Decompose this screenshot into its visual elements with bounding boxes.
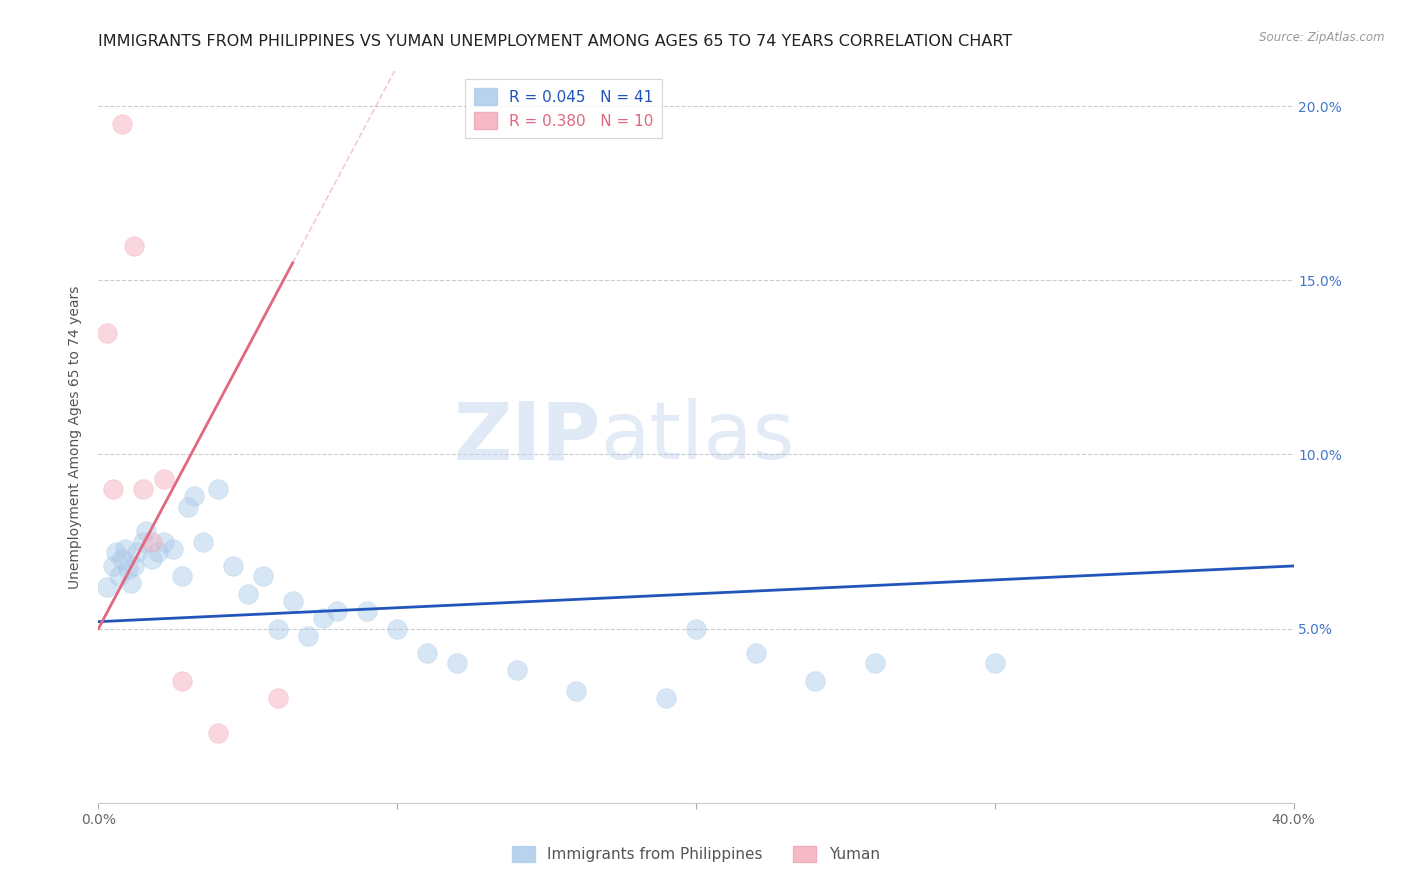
Point <box>114 541 136 556</box>
Point <box>326 604 349 618</box>
Point <box>222 558 245 573</box>
Point <box>132 483 155 497</box>
Point <box>356 604 378 618</box>
Point <box>117 562 139 576</box>
Point <box>655 691 678 706</box>
Text: atlas: atlas <box>600 398 794 476</box>
Point <box>565 684 588 698</box>
Point <box>105 545 128 559</box>
Point <box>207 726 229 740</box>
Point <box>124 238 146 252</box>
Point <box>153 472 176 486</box>
Point <box>267 691 290 706</box>
Point <box>172 673 194 688</box>
Point <box>96 580 118 594</box>
Point <box>804 673 827 688</box>
Point <box>103 483 125 497</box>
Point <box>311 611 333 625</box>
Point <box>506 664 529 678</box>
Point <box>120 576 142 591</box>
Point <box>984 657 1007 671</box>
Point <box>281 594 304 608</box>
Point <box>108 569 131 583</box>
Point <box>685 622 707 636</box>
Point <box>103 558 125 573</box>
Legend: Immigrants from Philippines, Yuman: Immigrants from Philippines, Yuman <box>506 839 886 868</box>
Point <box>162 541 184 556</box>
Point <box>865 657 887 671</box>
Point <box>148 545 170 559</box>
Point <box>183 489 205 503</box>
Text: IMMIGRANTS FROM PHILIPPINES VS YUMAN UNEMPLOYMENT AMONG AGES 65 TO 74 YEARS CORR: IMMIGRANTS FROM PHILIPPINES VS YUMAN UNE… <box>98 35 1012 49</box>
Point <box>745 646 768 660</box>
Point <box>153 534 176 549</box>
Point <box>132 534 155 549</box>
Point <box>177 500 200 514</box>
Point <box>96 326 118 340</box>
Point <box>236 587 259 601</box>
Point <box>127 545 149 559</box>
Point <box>141 552 163 566</box>
Point <box>172 569 194 583</box>
Point <box>297 629 319 643</box>
Y-axis label: Unemployment Among Ages 65 to 74 years: Unemployment Among Ages 65 to 74 years <box>69 285 83 589</box>
Text: Source: ZipAtlas.com: Source: ZipAtlas.com <box>1260 31 1385 45</box>
Point <box>267 622 290 636</box>
Point <box>191 534 214 549</box>
Point <box>385 622 409 636</box>
Point <box>416 646 439 660</box>
Point <box>252 569 274 583</box>
Point <box>207 483 229 497</box>
Point <box>141 534 163 549</box>
Point <box>135 524 157 538</box>
Point <box>111 117 134 131</box>
Point <box>446 657 468 671</box>
Point <box>124 558 146 573</box>
Point <box>111 552 134 566</box>
Text: ZIP: ZIP <box>453 398 600 476</box>
